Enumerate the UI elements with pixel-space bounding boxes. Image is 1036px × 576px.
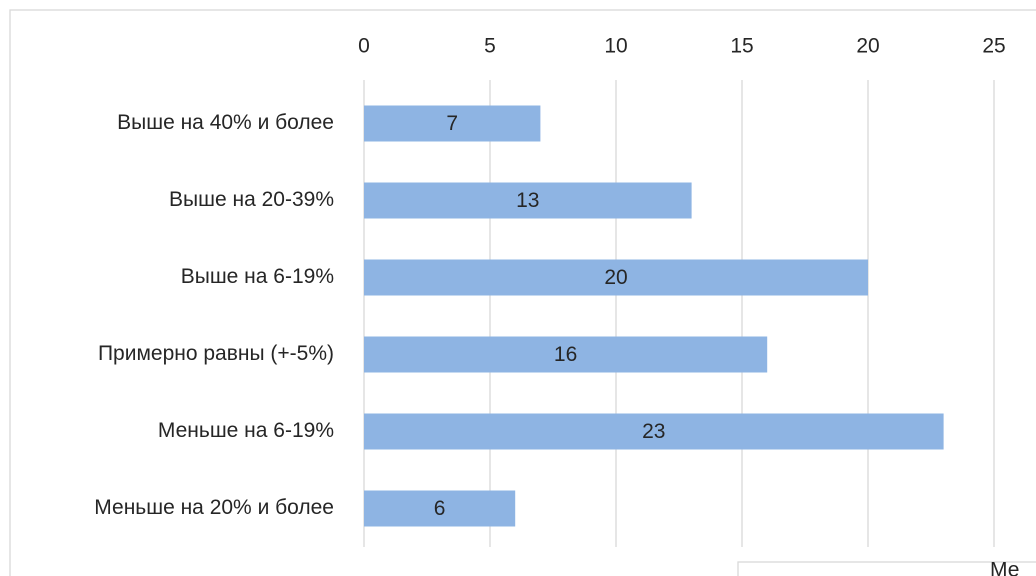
x-tick-label: 5 xyxy=(484,35,496,58)
x-tick-label: 20 xyxy=(856,35,879,58)
annotation: Ме xyxy=(990,559,1019,576)
data-label: 13 xyxy=(516,189,539,212)
y-tick-label: Выше на 40% и более xyxy=(117,111,334,134)
overlay-box xyxy=(737,561,1036,576)
y-tick-label: Меньше на 6-19% xyxy=(158,419,334,442)
data-label: 16 xyxy=(554,343,577,366)
data-label: 7 xyxy=(446,112,458,135)
y-tick-label: Выше на 6-19% xyxy=(181,265,334,288)
bar xyxy=(364,336,768,373)
bar xyxy=(364,259,868,296)
data-label: 20 xyxy=(604,266,627,289)
x-tick-label: 25 xyxy=(982,35,1005,58)
y-tick-label: Меньше на 20% и более xyxy=(94,496,334,519)
x-tick-label: 15 xyxy=(730,35,753,58)
bar xyxy=(364,413,944,450)
y-tick-label: Примерно равны (+-5%) xyxy=(98,342,334,365)
bar xyxy=(364,105,541,142)
data-label: 23 xyxy=(642,420,665,443)
bar xyxy=(364,182,692,219)
x-tick-label: 10 xyxy=(604,35,627,58)
bar xyxy=(364,490,516,527)
plot-area: 0 5 10 15 20 25 Выше на 40% и более 7 Выше на 20… xyxy=(94,35,1006,547)
y-tick-label: Выше на 20-39% xyxy=(169,188,334,211)
x-tick-label: 0 xyxy=(358,35,370,58)
data-label: 6 xyxy=(434,497,446,520)
